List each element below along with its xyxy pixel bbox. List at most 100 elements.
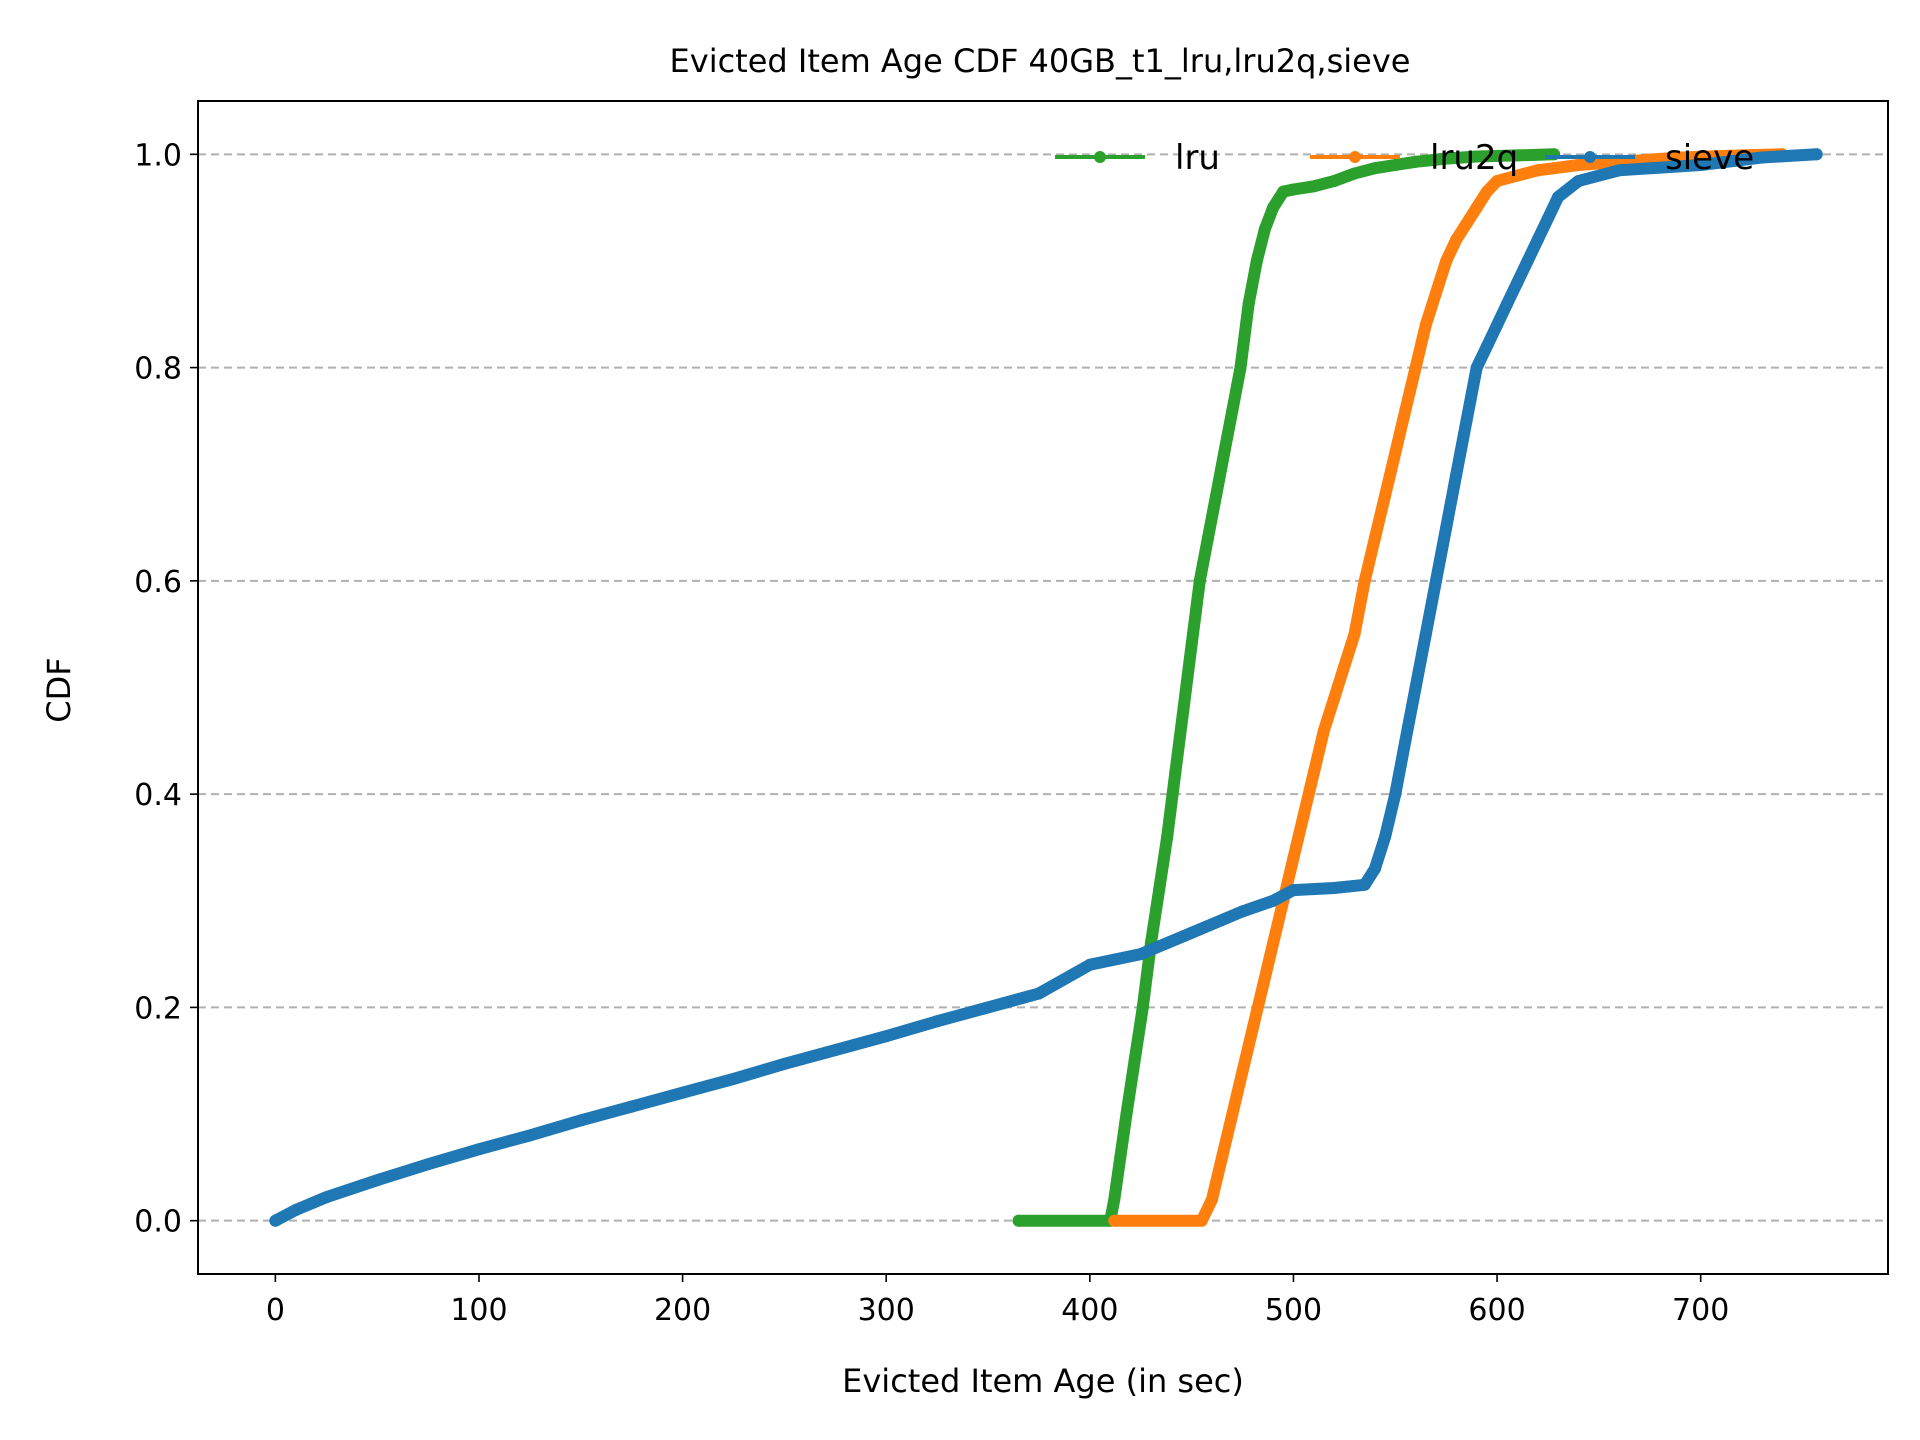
point-lru2q-6 [1246, 1022, 1259, 1035]
point-lru2q-24 [1430, 286, 1442, 299]
point-sieve-43 [1552, 191, 1565, 203]
point-lru-6 [1136, 1001, 1149, 1014]
point-sieve-14 [931, 1015, 944, 1028]
legend-item-sieve: sieve [1545, 138, 1754, 178]
point-sieve-7 [574, 1114, 587, 1127]
x-tick-label-2: 200 [654, 1293, 711, 1328]
point-sieve-11 [778, 1057, 791, 1070]
point-lru2q-16 [1348, 628, 1361, 641]
point-lru2q-17 [1358, 574, 1371, 587]
point-sieve-40 [1521, 255, 1534, 267]
point-sieve-21 [1267, 894, 1280, 907]
legend: lru lru2q sieve [1055, 138, 1754, 178]
point-lru2q-4 [1226, 1108, 1239, 1120]
point-lru-9 [1161, 830, 1174, 843]
legend-item-lru2q: lru2q [1310, 138, 1518, 178]
point-lru2q-8 [1267, 937, 1280, 950]
point-sieve-41 [1531, 233, 1544, 246]
y-tick-label-2: 0.4 [134, 778, 182, 813]
point-lru-24 [1287, 183, 1300, 196]
point-lru-12 [1185, 638, 1198, 651]
x-tick-label-7: 700 [1672, 1293, 1729, 1328]
point-lru-29 [1389, 159, 1402, 171]
series-lru [1012, 148, 1561, 1227]
point-sieve-24 [1358, 878, 1371, 891]
point-lru2q-26 [1450, 233, 1463, 246]
point-lru2q-1 [1195, 1214, 1208, 1227]
x-tick-label-0: 0 [266, 1293, 285, 1328]
point-sieve-1 [289, 1204, 302, 1216]
point-sieve-36 [1480, 340, 1493, 353]
point-sieve-4 [422, 1158, 435, 1171]
point-lru2q-3 [1216, 1150, 1229, 1163]
point-lru-23 [1277, 185, 1290, 198]
x-tick-label-3: 300 [858, 1293, 915, 1328]
y-tick-label-3: 0.6 [134, 565, 182, 600]
point-sieve-9 [676, 1086, 689, 1099]
point-sieve-6 [523, 1129, 536, 1142]
point-lru2q-19 [1379, 489, 1392, 502]
point-lru2q-0 [1108, 1214, 1121, 1227]
legend-marker-lru [1094, 151, 1106, 163]
point-sieve-23 [1328, 882, 1341, 894]
point-lru2q-31 [1511, 169, 1524, 182]
point-lru2q-11 [1297, 809, 1310, 822]
point-lru-0 [1012, 1214, 1025, 1227]
point-sieve-12 [829, 1044, 842, 1057]
point-lru-32 [1470, 150, 1483, 163]
point-lru-25 [1307, 180, 1320, 193]
legend-label-lru: lru [1175, 138, 1220, 178]
point-lru-3 [1114, 1150, 1127, 1163]
point-sieve-16 [1032, 987, 1045, 1000]
point-lru-11 [1177, 702, 1190, 715]
point-lru-22 [1267, 201, 1280, 214]
point-lru2q-18 [1368, 532, 1381, 545]
point-sieve-31 [1430, 574, 1442, 587]
point-lru-2 [1108, 1193, 1121, 1206]
point-lru-5 [1128, 1054, 1141, 1067]
point-lru2q-7 [1256, 980, 1269, 993]
point-lru2q-23 [1419, 318, 1432, 331]
point-lru-26 [1328, 175, 1341, 187]
point-lru-15 [1210, 489, 1223, 502]
point-sieve-19 [1185, 926, 1198, 939]
point-sieve-20 [1236, 905, 1249, 918]
point-lru2q-25 [1440, 255, 1453, 267]
point-sieve-5 [473, 1143, 485, 1156]
point-sieve-30 [1419, 628, 1432, 641]
point-sieve-28 [1399, 734, 1412, 747]
point-sieve-39 [1511, 276, 1524, 289]
y-tick-label-5: 1.0 [134, 138, 182, 173]
point-lru2q-32 [1531, 164, 1544, 177]
point-sieve-38 [1501, 297, 1514, 310]
point-lru-21 [1258, 223, 1271, 235]
point-lru2q-29 [1480, 185, 1493, 198]
point-lru-14 [1201, 532, 1214, 545]
legend-item-lru: lru [1055, 138, 1220, 178]
legend-marker-sieve [1584, 151, 1596, 163]
point-lru-31 [1440, 152, 1453, 165]
point-lru2q-12 [1307, 766, 1320, 779]
point-lru2q-28 [1470, 201, 1483, 214]
point-sieve-0 [269, 1214, 282, 1227]
point-lru2q-22 [1409, 361, 1422, 374]
point-sieve-15 [982, 1001, 994, 1014]
point-lru-19 [1242, 297, 1255, 310]
point-lru2q-15 [1338, 660, 1351, 673]
point-lru2q-33 [1572, 159, 1585, 171]
y-tick-label-4: 0.8 [134, 352, 182, 387]
chart-title: Evicted Item Age CDF 40GB_t1_lru,lru2q,s… [670, 42, 1411, 80]
x-tick-label-5: 500 [1265, 1293, 1322, 1328]
point-sieve-44 [1572, 175, 1585, 187]
point-sieve-2 [320, 1191, 333, 1204]
point-lru2q-21 [1399, 404, 1412, 417]
point-sieve-22 [1287, 884, 1300, 897]
point-lru-4 [1120, 1108, 1133, 1120]
point-sieve-3 [371, 1174, 384, 1187]
point-lru2q-27 [1460, 217, 1473, 230]
plot-frame [197, 100, 1889, 1275]
point-lru2q-5 [1236, 1065, 1249, 1078]
point-sieve-25 [1368, 862, 1381, 875]
legend-label-lru2q: lru2q [1430, 138, 1518, 178]
